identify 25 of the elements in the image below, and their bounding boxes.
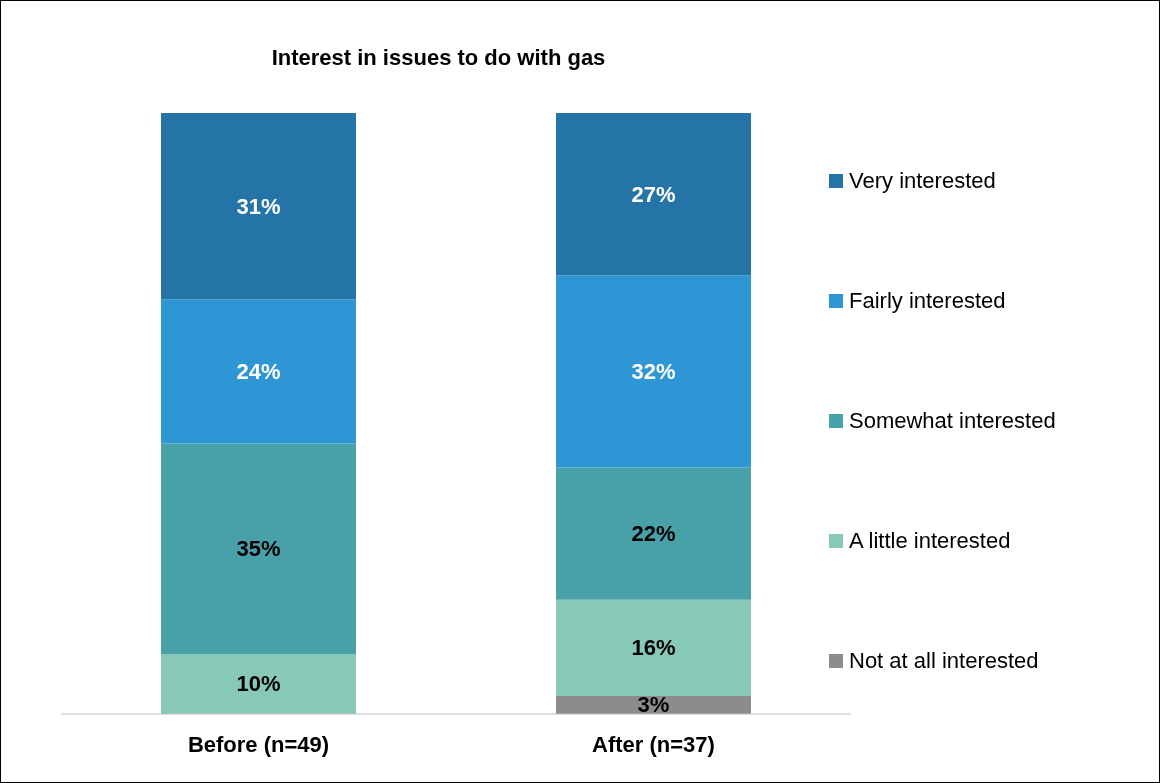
legend-label: A little interested	[849, 528, 1011, 554]
x-tick-label: Before (n=49)	[187, 731, 330, 757]
data-label: 10%	[236, 671, 281, 697]
chart-title: Interest in issues to do with gas	[270, 45, 607, 71]
legend-label: Very interested	[849, 168, 996, 194]
legend-label: Fairly interested	[849, 288, 1006, 314]
bar	[161, 443, 356, 654]
bar	[556, 467, 751, 600]
bar	[556, 599, 751, 696]
data-label: 31%	[236, 193, 281, 219]
data-label: 35%	[236, 536, 281, 562]
data-label: 22%	[631, 521, 676, 547]
data-label: 16%	[631, 635, 676, 661]
legend-label: Somewhat interested	[849, 408, 1056, 434]
bar	[161, 653, 356, 714]
data-label: 24%	[236, 358, 281, 384]
bar	[161, 299, 356, 444]
data-label: 3%	[637, 692, 670, 718]
x-tick-label: After (n=37)	[592, 731, 715, 757]
data-label: 32%	[631, 358, 676, 384]
bar	[556, 275, 751, 468]
bar	[161, 113, 356, 300]
legend-label: Not at all interested	[849, 648, 1039, 674]
bar	[556, 113, 751, 276]
data-label: 27%	[631, 181, 676, 207]
